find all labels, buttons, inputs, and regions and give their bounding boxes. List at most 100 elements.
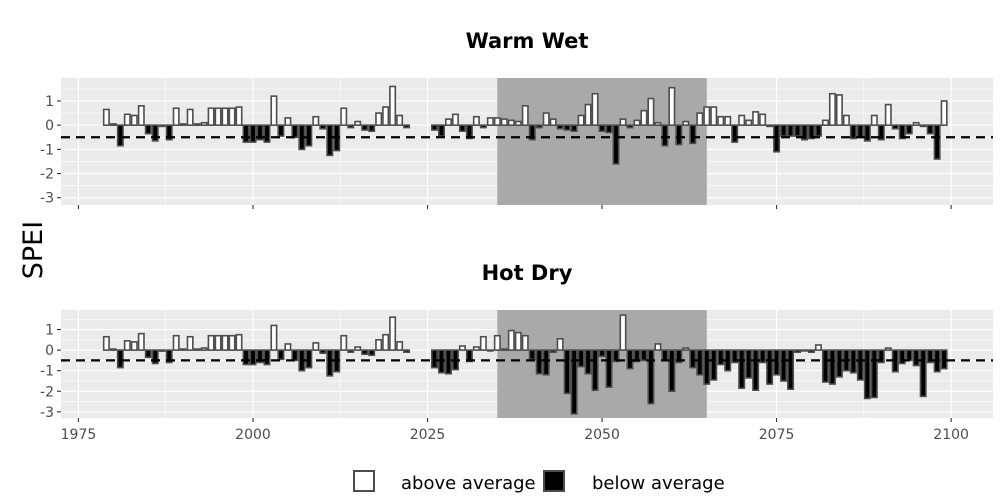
bar-above-average xyxy=(396,114,404,126)
bar-above-average xyxy=(207,334,215,351)
bar-below-average xyxy=(305,349,313,369)
hot-dry-panel: Hot Dry -3 -2 -1 0 1 1975 2000 2025 2050 2075 2100 xyxy=(40,261,993,443)
bar-below-average xyxy=(542,349,550,376)
bar-below-average xyxy=(828,349,836,385)
bar-below-average xyxy=(116,349,124,369)
bar-above-average xyxy=(842,114,850,126)
bar-below-average xyxy=(668,349,676,393)
bar-below-average xyxy=(431,124,438,131)
bar-above-average xyxy=(633,119,641,126)
y-tick-label: -1 xyxy=(40,364,54,380)
bar-above-average xyxy=(738,114,746,126)
bar-below-average xyxy=(898,349,906,365)
bar-below-average xyxy=(849,124,857,140)
bar-below-average xyxy=(598,124,606,133)
legend-above-swatch xyxy=(353,470,375,492)
bar-above-average xyxy=(109,348,117,351)
bar-below-average xyxy=(766,124,774,128)
y-tick-label: 1 xyxy=(45,323,54,339)
bar-above-average xyxy=(172,334,180,351)
bar-below-average xyxy=(263,349,271,366)
bar-below-average xyxy=(731,349,739,364)
bar-above-average xyxy=(102,335,110,351)
bar-below-average xyxy=(773,349,781,376)
bar-above-average xyxy=(745,119,753,126)
bar-below-average xyxy=(675,349,683,364)
bar-above-average xyxy=(458,345,466,351)
legend: above average below average xyxy=(353,470,725,494)
bar-above-average xyxy=(682,120,690,126)
bar-above-average xyxy=(654,121,662,126)
bar-above-average xyxy=(884,347,892,351)
bar-below-average xyxy=(598,349,606,358)
bar-below-average xyxy=(242,349,250,366)
bar-above-average xyxy=(472,115,480,126)
bar-above-average xyxy=(179,123,187,126)
bar-above-average xyxy=(270,95,278,126)
bar-above-average xyxy=(137,332,145,351)
bar-above-average xyxy=(396,341,404,351)
bar-below-average xyxy=(277,124,285,137)
bar-below-average xyxy=(361,124,369,131)
bar-above-average xyxy=(835,94,843,126)
bar-below-average xyxy=(291,124,299,139)
bar-below-average xyxy=(807,349,815,353)
bar-above-average xyxy=(123,340,131,351)
bar-above-average xyxy=(284,117,292,126)
bar-above-average xyxy=(584,103,592,126)
bar-below-average xyxy=(151,124,159,142)
bar-below-average xyxy=(444,349,452,375)
bar-below-average xyxy=(891,124,899,130)
bar-below-average xyxy=(277,349,285,361)
bar-above-average xyxy=(235,106,243,126)
bar-above-average xyxy=(235,333,243,351)
bar-below-average xyxy=(731,124,739,143)
bar-below-average xyxy=(144,124,152,135)
bar-above-average xyxy=(270,324,278,351)
bar-below-average xyxy=(877,349,885,364)
bar-below-average xyxy=(256,349,264,364)
bar-above-average xyxy=(312,342,320,351)
x-tick-label: 2050 xyxy=(584,427,620,443)
bar-below-average xyxy=(256,124,264,141)
y-tick-label: 0 xyxy=(45,118,54,134)
legend-below-label: below average xyxy=(592,473,725,494)
bar-below-average xyxy=(242,124,250,143)
bar-below-average xyxy=(696,349,704,376)
bar-above-average xyxy=(521,334,529,351)
bar-above-average xyxy=(221,334,229,351)
bar-below-average xyxy=(458,124,466,133)
bar-below-average xyxy=(905,349,913,362)
bar-above-average xyxy=(500,348,508,351)
bar-above-average xyxy=(186,335,194,351)
bar-below-average xyxy=(326,124,334,157)
bar-below-average xyxy=(165,124,173,141)
bar-above-average xyxy=(912,121,920,126)
x-tick-label: 2025 xyxy=(410,427,446,443)
bar-below-average xyxy=(165,349,173,364)
bar-below-average xyxy=(877,124,885,141)
bar-above-average xyxy=(193,123,201,126)
bar-below-average xyxy=(794,124,802,137)
bar-below-average xyxy=(849,349,857,374)
bar-below-average xyxy=(780,124,788,137)
legend-above-label: above average xyxy=(401,473,536,494)
bar-above-average xyxy=(710,106,718,126)
bar-below-average xyxy=(563,349,571,395)
bar-below-average xyxy=(717,349,725,366)
bar-above-average xyxy=(696,112,704,126)
bar-below-average xyxy=(528,349,536,361)
bar-above-average xyxy=(542,112,550,126)
bar-below-average xyxy=(368,349,376,357)
bar-below-average xyxy=(870,349,878,399)
bar-below-average xyxy=(535,124,543,129)
bar-above-average xyxy=(200,347,208,351)
bar-above-average xyxy=(556,337,564,351)
hot-dry-panel-title: Hot Dry xyxy=(482,261,573,285)
bar-below-average xyxy=(745,349,753,379)
bar-below-average xyxy=(563,124,571,131)
bar-above-average xyxy=(486,117,494,126)
bar-below-average xyxy=(263,124,271,143)
bar-below-average xyxy=(465,124,473,140)
bar-above-average xyxy=(354,346,362,351)
